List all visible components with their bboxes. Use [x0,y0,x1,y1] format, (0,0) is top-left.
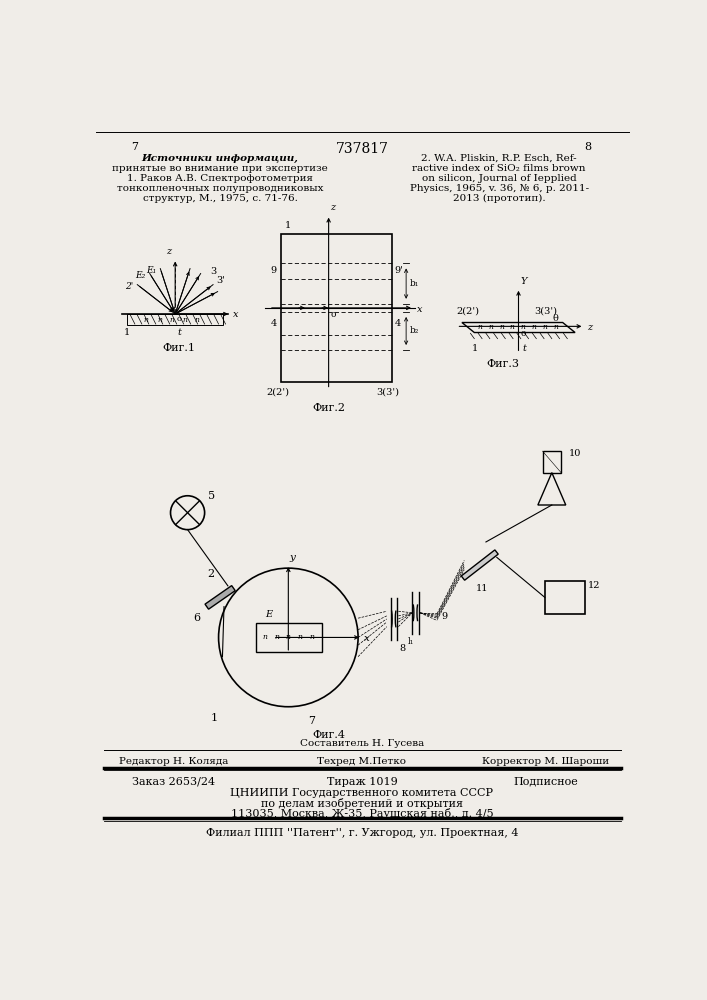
Polygon shape [205,586,235,609]
Text: Подписное: Подписное [513,777,578,787]
Text: 4: 4 [271,319,276,328]
Text: 4: 4 [395,319,401,328]
Text: θ: θ [553,314,559,323]
Text: t: t [522,344,526,353]
Text: 113035, Москва, Ж-35, Раушская наб., д. 4/5: 113035, Москва, Ж-35, Раушская наб., д. … [230,808,493,819]
Text: 10: 10 [569,449,581,458]
Text: 737817: 737817 [335,142,388,156]
Text: 8: 8 [399,644,405,653]
Text: Филиал ППП ''Патент'', г. Ужгород, ул. Проектная, 4: Филиал ППП ''Патент'', г. Ужгород, ул. П… [206,828,518,838]
Text: 3': 3' [216,276,226,285]
Text: Составитель Н. Гусева: Составитель Н. Гусева [300,739,424,748]
Text: 3(3'): 3(3') [534,306,557,315]
Text: Заказ 2653/24: Заказ 2653/24 [132,777,215,787]
Text: 2(2'): 2(2') [267,388,290,397]
Text: 3: 3 [210,267,216,276]
Text: 1: 1 [211,713,218,723]
Text: o: o [521,329,526,338]
Text: n: n [194,316,199,324]
Text: z: z [587,323,592,332]
Text: y: y [290,553,296,562]
Polygon shape [461,550,498,580]
Text: Фиг.1: Фиг.1 [163,343,196,353]
Text: l₁: l₁ [408,637,414,646]
Text: Фиг.4: Фиг.4 [312,730,345,740]
Text: x: x [233,310,239,319]
Text: x: x [364,634,370,643]
Text: n: n [510,323,515,331]
Text: n: n [157,316,162,324]
Text: n: n [521,323,525,331]
Text: 7: 7 [132,142,139,152]
Text: n: n [286,633,291,641]
Text: тонкопленочных полупроводниковых: тонкопленочных полупроводниковых [117,184,323,193]
Text: n: n [499,323,504,331]
Text: 1: 1 [284,221,291,230]
Text: n: n [170,316,175,324]
Text: 2013 (прототип).: 2013 (прототип). [452,194,545,203]
Text: 9: 9 [271,266,276,275]
Text: 1: 1 [472,344,478,353]
Text: t: t [177,328,182,337]
Text: b₁: b₁ [410,279,419,288]
Text: z: z [166,247,171,256]
Text: n: n [262,633,267,641]
Bar [542,451,561,473]
Text: n: n [554,323,558,331]
Text: 9': 9' [395,266,404,275]
Text: n: n [182,316,187,324]
Text: o: o [331,310,337,319]
Bar [545,581,585,614]
Text: x: x [417,305,423,314]
Text: Physics, 1965, v. 36, № 6, p. 2011-: Physics, 1965, v. 36, № 6, p. 2011- [409,184,589,193]
Text: по делам изобретений и открытия: по делам изобретений и открытия [261,798,463,809]
Text: Фиг.2: Фиг.2 [312,403,345,413]
Text: n: n [274,633,279,641]
Text: n: n [532,323,537,331]
Text: 1: 1 [124,328,130,337]
Text: 9: 9 [441,612,447,621]
Text: E₂: E₂ [136,271,146,280]
Text: n: n [144,316,148,324]
Text: 5: 5 [208,491,215,501]
Text: 8: 8 [585,142,592,152]
Text: 6: 6 [193,613,201,623]
Text: ЦНИИПИ Государственного комитета СССР: ЦНИИПИ Государственного комитета СССР [230,788,493,798]
Text: 2: 2 [207,569,214,579]
Text: Корректор М. Шароши: Корректор М. Шароши [482,757,609,766]
Text: o: o [177,315,182,323]
Bar [281,234,392,382]
Bar [127,314,223,325]
Text: 3(3'): 3(3') [377,388,399,397]
Text: 2. W.A. Pliskin, R.P. Esch, Ref-: 2. W.A. Pliskin, R.P. Esch, Ref- [421,154,577,163]
Bar [256,623,322,652]
Text: on silicon, Journal of Iepplied: on silicon, Journal of Iepplied [422,174,576,183]
Text: 11: 11 [476,584,489,593]
Text: Источники информации,: Источники информации, [141,154,298,163]
Text: ractive index of SiO₂ films brown: ractive index of SiO₂ films brown [412,164,586,173]
Text: 2': 2' [125,282,134,291]
Text: E₁: E₁ [146,266,156,275]
Text: n: n [488,323,493,331]
Text: Техред М.Петко: Техред М.Петко [317,757,407,766]
Text: n: n [298,633,303,641]
Text: Тираж 1019: Тираж 1019 [327,777,397,787]
Text: n: n [477,323,482,331]
Text: структур, М., 1975, с. 71-76.: структур, М., 1975, с. 71-76. [143,194,298,203]
Text: Y: Y [520,277,527,286]
Text: 7: 7 [308,716,315,726]
Text: Редактор Н. Коляда: Редактор Н. Коляда [119,757,228,766]
Text: n: n [309,633,314,641]
Text: b₂: b₂ [410,326,419,335]
Text: 12: 12 [588,581,600,590]
Text: Фиг.3: Фиг.3 [486,359,520,369]
Text: 2(2'): 2(2') [457,306,479,315]
Text: принятые во внимание при экспертизе: принятые во внимание при экспертизе [112,164,328,173]
Text: n: n [542,323,547,331]
Text: z: z [330,203,335,212]
Text: 1. Раков А.В. Спектрофотометрия: 1. Раков А.В. Спектрофотометрия [127,174,313,183]
Text: E: E [265,610,272,619]
